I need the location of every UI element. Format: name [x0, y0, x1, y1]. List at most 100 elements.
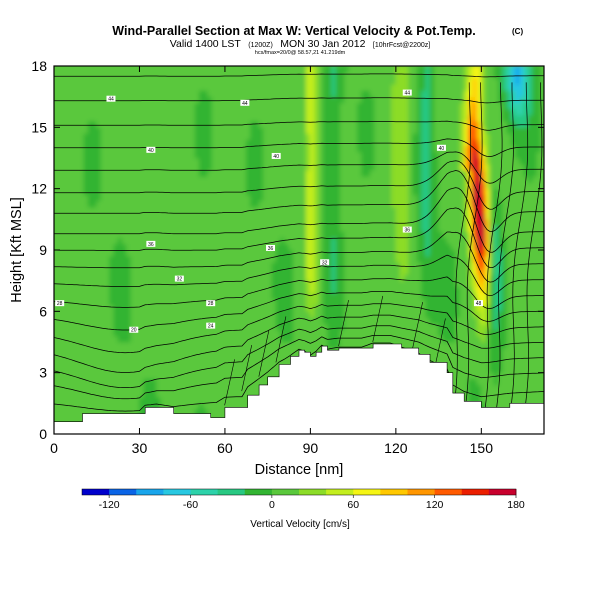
velocity-cell [87, 108, 93, 116]
velocity-cell [87, 341, 93, 349]
velocity-cell [322, 182, 328, 189]
velocity-cell [275, 133, 281, 140]
velocity-cell [361, 71, 367, 79]
velocity-cell [177, 139, 183, 147]
velocity-cell [130, 372, 136, 380]
velocity-cell [186, 145, 192, 153]
velocity-cell [267, 188, 273, 196]
velocity-cell [177, 219, 183, 226]
velocity-cell [327, 151, 333, 159]
velocity-cell [198, 108, 204, 116]
velocity-cell [357, 188, 362, 196]
velocity-cell [258, 341, 264, 349]
velocity-cell [203, 298, 209, 306]
velocity-cell [186, 84, 192, 91]
velocity-cell [314, 280, 320, 288]
velocity-cell [245, 145, 251, 153]
velocity-cell [83, 317, 89, 324]
velocity-cell [79, 182, 85, 189]
velocity-cell [352, 323, 358, 331]
velocity-cell [382, 120, 388, 128]
velocity-cell [156, 274, 162, 281]
velocity-cell [117, 341, 123, 349]
velocity-cell [335, 268, 341, 275]
velocity-cell [186, 182, 192, 189]
velocity-cell [271, 274, 277, 281]
velocity-cell [109, 384, 115, 392]
velocity-cell [378, 145, 384, 153]
velocity-cell [258, 212, 264, 220]
velocity-cell [66, 249, 72, 257]
velocity-cell [258, 200, 264, 208]
velocity-cell [173, 298, 179, 306]
velocity-cell [109, 120, 115, 128]
velocity-cell [224, 200, 230, 208]
velocity-cell [404, 219, 409, 226]
velocity-cell [117, 157, 123, 165]
velocity-cell [57, 90, 63, 97]
velocity-cell [57, 200, 63, 208]
velocity-cell [258, 231, 264, 239]
velocity-cell [62, 329, 68, 337]
velocity-cell [369, 114, 375, 122]
velocity-cell [75, 133, 80, 140]
velocity-cell [190, 120, 196, 128]
velocity-cell [75, 378, 80, 386]
velocity-cell [237, 292, 243, 300]
velocity-cell [293, 329, 298, 337]
velocity-cell [297, 66, 303, 73]
velocity-cell [194, 378, 200, 386]
velocity-cell [297, 304, 303, 312]
velocity-cell [374, 176, 380, 183]
velocity-cell [297, 274, 303, 281]
velocity-cell [151, 384, 157, 392]
velocity-cell [297, 114, 303, 122]
velocity-cell [293, 157, 298, 165]
velocity-cell [220, 329, 226, 337]
velocity-cell [348, 329, 354, 337]
velocity-cell [335, 77, 341, 85]
velocity-cell [318, 139, 324, 147]
velocity-cell [301, 96, 307, 104]
velocity-cell [113, 390, 119, 398]
velocity-cell [169, 274, 174, 281]
velocity-cell [340, 157, 345, 165]
velocity-cell [275, 372, 281, 380]
velocity-cell [126, 249, 132, 257]
velocity-cell [216, 341, 221, 349]
velocity-cell [87, 329, 93, 337]
velocity-cell [327, 96, 333, 104]
velocity-cell [203, 249, 209, 257]
velocity-cell [186, 261, 192, 269]
velocity-cell [190, 298, 196, 306]
velocity-cell [391, 66, 397, 73]
velocity-cell [228, 127, 234, 134]
velocity-cell [314, 329, 320, 337]
velocity-cell [70, 286, 76, 294]
velocity-cell [66, 206, 72, 214]
velocity-cell [254, 212, 260, 220]
velocity-cell [310, 323, 315, 331]
velocity-cell [271, 255, 277, 263]
velocity-cell [391, 96, 397, 104]
velocity-cell [399, 90, 405, 97]
velocity-cell [169, 127, 174, 134]
velocity-cell [96, 372, 102, 380]
velocity-cell [228, 304, 234, 312]
velocity-cell [70, 378, 76, 386]
velocity-cell [207, 84, 213, 91]
velocity-cell [186, 188, 192, 196]
velocity-cell [216, 114, 221, 122]
velocity-cell [275, 127, 281, 134]
velocity-cell [263, 96, 268, 104]
velocity-cell [198, 200, 204, 208]
velocity-cell [250, 353, 256, 361]
velocity-cell [263, 133, 268, 140]
velocity-cell [275, 176, 281, 183]
velocity-cell [104, 403, 110, 410]
velocity-cell [57, 409, 63, 416]
velocity-cell [117, 231, 123, 239]
velocity-cell [194, 384, 200, 392]
velocity-cell [220, 231, 226, 239]
velocity-cell [57, 366, 63, 373]
